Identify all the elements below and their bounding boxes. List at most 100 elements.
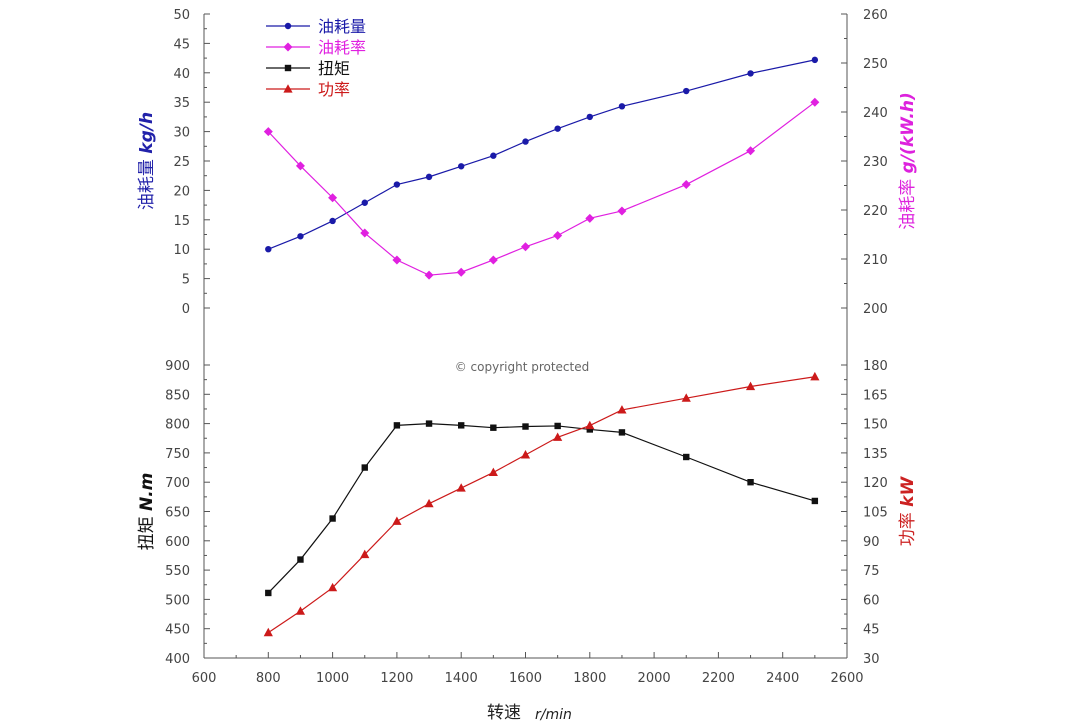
legend-label: 油耗率	[318, 38, 366, 57]
x-tick-label: 1400	[445, 671, 478, 686]
data-point-diamond	[456, 267, 466, 277]
legend-marker-diamond	[283, 42, 293, 52]
data-point-square	[618, 429, 626, 436]
data-point-circle	[425, 173, 433, 181]
lower-left-tick-label: 900	[165, 359, 190, 374]
series-line-square	[267, 422, 816, 594]
lower-right-tick-label: 105	[863, 506, 888, 521]
lower-right-tick-label: 165	[863, 388, 888, 403]
data-point-circle	[490, 152, 497, 159]
data-point-triangle	[263, 627, 273, 637]
data-point-triangle	[328, 582, 338, 592]
x-tick-label: 1600	[509, 671, 542, 686]
upper-right-tick-label: 250	[863, 57, 888, 72]
lower-right-tick-label: 180	[863, 359, 888, 374]
data-point-diamond	[360, 228, 370, 238]
lower-left-tick-label: 400	[165, 652, 190, 667]
upper-left-tick-label: 5	[182, 273, 190, 288]
lower-right-tick-label: 90	[863, 535, 880, 550]
data-point-triangle	[745, 381, 756, 391]
upper-right-tick-label: 220	[863, 204, 888, 219]
x-tick-label: 2000	[638, 671, 671, 686]
upper-left-tick-label: 45	[173, 37, 190, 52]
lower-left-tick-label: 700	[165, 476, 190, 491]
data-point-square	[811, 497, 819, 505]
upper-left-tick-label: 15	[173, 214, 190, 229]
x-tick-label: 1800	[573, 671, 606, 686]
data-point-diamond	[392, 255, 402, 265]
legend-marker-circle	[284, 22, 292, 30]
data-point-triangle	[360, 549, 370, 559]
data-point-triangle	[553, 432, 563, 441]
data-point-triangle	[392, 516, 402, 525]
x-axis-unit: r/min	[535, 707, 572, 723]
data-point-circle	[586, 113, 593, 121]
data-point-square	[425, 420, 433, 427]
legend-label: 油耗量	[318, 17, 366, 36]
data-point-diamond	[488, 255, 498, 265]
series-line-circle	[268, 59, 815, 250]
data-point-diamond	[553, 230, 563, 240]
upper-left-tick-label: 50	[173, 8, 190, 23]
data-point-square	[747, 479, 754, 486]
lower-right-tick-label: 75	[863, 564, 880, 579]
data-point-diamond	[746, 146, 756, 156]
series-line-diamond	[267, 101, 816, 276]
data-point-square	[490, 424, 497, 431]
data-point-triangle	[810, 371, 820, 381]
upper-right-tick-label: 210	[863, 253, 888, 268]
data-point-triangle	[456, 483, 466, 492]
lower-right-tick-label: 135	[863, 447, 888, 462]
data-point-triangle	[424, 498, 434, 508]
upper-left-tick-label: 0	[182, 302, 190, 317]
legend-label: 功率	[318, 80, 350, 99]
data-point-square	[393, 422, 401, 429]
data-point-diamond	[585, 213, 595, 223]
upper-right-tick-label: 240	[863, 106, 888, 121]
x-tick-label: 600	[192, 671, 217, 686]
lower-left-tick-label: 450	[165, 623, 190, 638]
upper-left-tick-label: 25	[173, 155, 190, 170]
watermark-text: © copyright protected	[455, 360, 590, 374]
upper-left-axis-title: 油耗量 kg/h	[137, 112, 157, 210]
data-point-circle	[458, 163, 465, 170]
lower-right-tick-label: 150	[863, 418, 888, 433]
lower-left-tick-label: 650	[165, 506, 190, 521]
data-point-circle	[747, 70, 754, 77]
data-point-square	[554, 422, 561, 430]
data-point-diamond	[263, 127, 273, 137]
data-point-square	[458, 422, 465, 429]
legend-marker-square	[284, 64, 292, 72]
lower-left-tick-label: 600	[165, 535, 190, 550]
data-point-diamond	[810, 97, 820, 107]
data-point-circle	[522, 138, 529, 145]
lower-right-tick-label: 30	[863, 652, 880, 667]
x-tick-label: 1200	[380, 671, 413, 686]
x-tick-label: 1000	[316, 671, 349, 686]
data-point-diamond	[328, 193, 338, 203]
upper-left-tick-label: 35	[173, 96, 190, 111]
data-point-diamond	[521, 242, 530, 252]
data-point-circle	[265, 246, 272, 253]
upper-left-tick-label: 10	[173, 243, 190, 258]
data-point-circle	[811, 56, 819, 64]
lower-right-tick-label: 120	[863, 476, 888, 491]
x-tick-label: 2400	[766, 671, 799, 686]
data-point-square	[361, 464, 368, 471]
x-axis-title: 转速	[487, 703, 521, 723]
upper-right-tick-label: 230	[863, 155, 888, 170]
lower-left-tick-label: 850	[165, 388, 190, 403]
lower-right-tick-label: 45	[863, 623, 880, 638]
upper-left-tick-label: 20	[173, 184, 190, 199]
data-point-square	[329, 515, 336, 522]
data-point-diamond	[424, 270, 434, 280]
upper-right-tick-label: 260	[863, 8, 888, 23]
lower-left-axis-title: 扭矩 N.m	[137, 473, 157, 551]
lower-left-tick-label: 550	[165, 564, 190, 579]
lower-left-tick-label: 750	[165, 447, 190, 462]
upper-left-tick-label: 40	[173, 67, 190, 82]
lower-left-tick-label: 500	[165, 593, 190, 608]
data-point-triangle	[585, 420, 595, 430]
legend-marker-triangle	[283, 84, 293, 93]
data-point-square	[297, 556, 304, 563]
